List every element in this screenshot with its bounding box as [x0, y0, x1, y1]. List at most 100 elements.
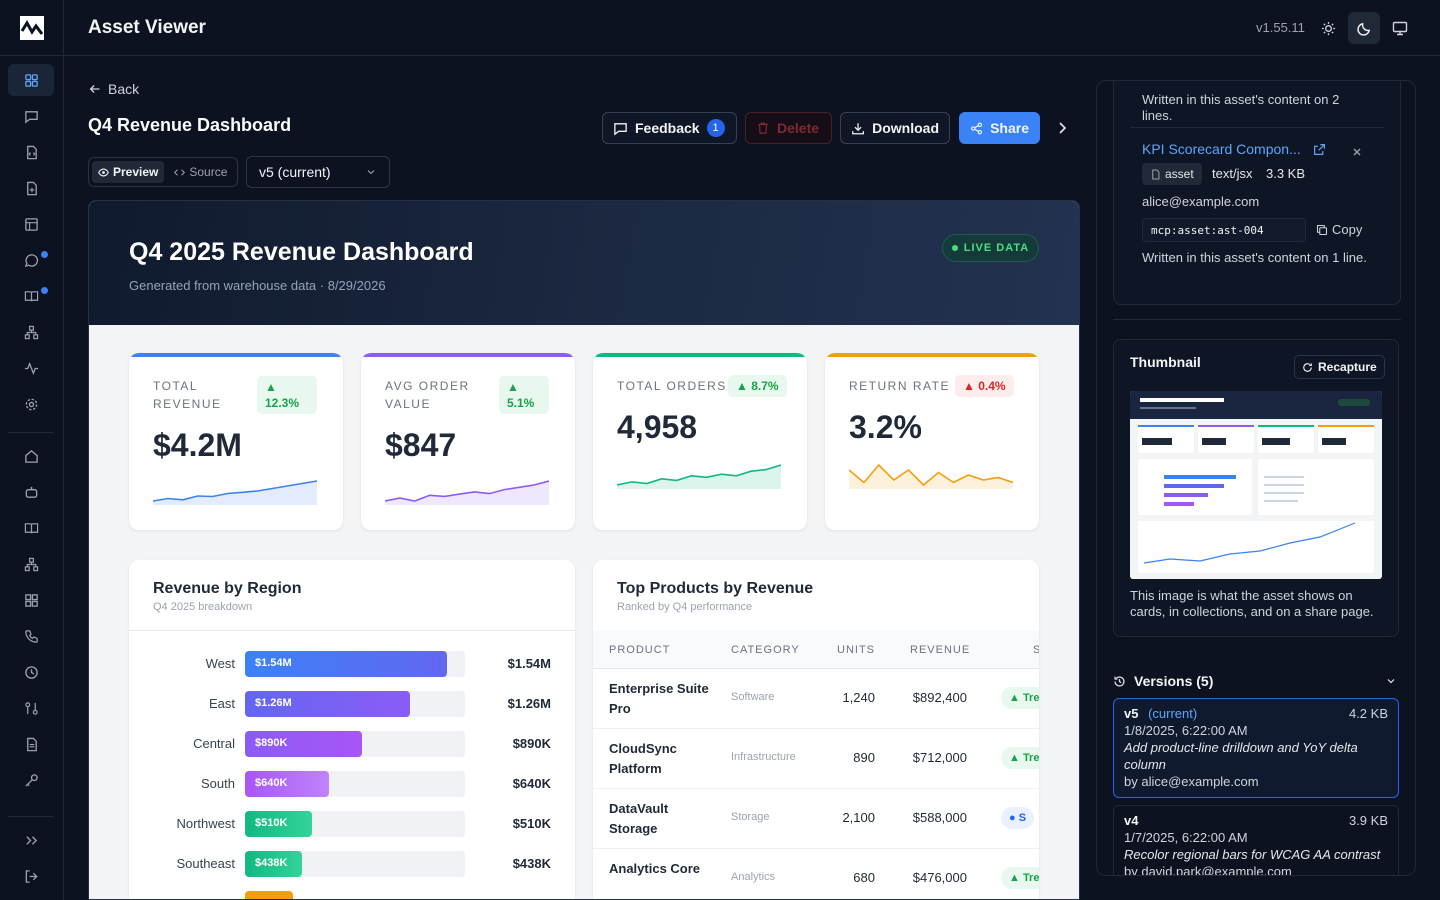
region-bar[interactable]: $1.26M — [245, 691, 411, 717]
region-bar-label: $890K — [255, 737, 288, 749]
dark-theme-button[interactable] — [1348, 12, 1380, 44]
region-bar[interactable]: $438K — [245, 851, 303, 877]
thumbnail-title: Thumbnail — [1130, 354, 1201, 370]
product-units: 890 — [853, 750, 875, 765]
app-logo[interactable] — [0, 0, 64, 56]
nav-chat[interactable] — [8, 244, 54, 276]
feedback-button[interactable]: Feedback 1 — [602, 112, 737, 144]
kpi-accent-bar — [361, 353, 575, 357]
version-select-value: v5 (current) — [259, 164, 331, 180]
col-units[interactable]: UNITS — [837, 644, 875, 656]
nav-settings[interactable] — [8, 388, 54, 420]
toggle-panel-button[interactable] — [1054, 120, 1070, 136]
col-product[interactable]: PRODUCT — [609, 644, 671, 656]
system-theme-button[interactable] — [1384, 12, 1416, 44]
chat-bubble-icon — [24, 253, 38, 267]
nav-bots[interactable] — [8, 476, 54, 508]
region-row: Southeast $438K $438K — [129, 851, 575, 877]
nav-keys[interactable] — [8, 764, 54, 796]
nav-dashboard[interactable] — [8, 64, 54, 96]
product-name: Analytics Core — [609, 861, 701, 876]
nav-calls[interactable] — [8, 620, 54, 652]
reference-item: KPI Scorecard Compon... asset text/jsx 3… — [1130, 128, 1384, 280]
region-name: West — [205, 656, 235, 671]
region-value: $890K — [512, 736, 551, 751]
version-item-v4[interactable]: v4 3.9 KB 1/7/2025, 6:22:00 AM Recolor r… — [1113, 805, 1399, 875]
expand-sidebar-button[interactable] — [8, 824, 54, 856]
table-row[interactable]: Analytics Core Analytics 680 $476,000 ▲ Tre — [593, 849, 1039, 899]
nav-activity[interactable] — [8, 352, 54, 384]
versions-title: Versions (5) — [1134, 673, 1214, 689]
product-name: CloudSync Platform — [609, 741, 677, 776]
table-row[interactable]: DataVault Storage Storage 2,100 $588,000 ● S — [593, 789, 1039, 849]
recapture-button[interactable]: Recapture — [1294, 355, 1385, 379]
code-icon — [174, 168, 186, 176]
file-plus-icon — [26, 181, 37, 195]
nav-add-file[interactable] — [8, 172, 54, 204]
gear-icon — [25, 398, 37, 410]
reference-title-link[interactable]: KPI Scorecard Compon... — [1142, 141, 1301, 157]
recapture-label: Recapture — [1318, 360, 1377, 374]
version-message: Recolor regional bars for WCAG AA contra… — [1124, 847, 1381, 862]
nav-home[interactable] — [8, 440, 54, 472]
back-link[interactable]: Back — [88, 81, 139, 97]
region-row: Central $890K $890K — [129, 731, 575, 757]
col-revenue[interactable]: REVENUE — [910, 644, 971, 656]
product-revenue: $712,000 — [912, 750, 967, 765]
region-bar[interactable]: $510K — [245, 811, 312, 837]
reference-item: Written in this asset's content on 2 lin… — [1130, 81, 1384, 128]
table-header: PRODUCT CATEGORY UNITS REVENUE S — [593, 631, 1039, 669]
product-units: 680 — [853, 870, 875, 885]
activity-icon — [24, 361, 38, 375]
nav-code-files[interactable] — [8, 136, 54, 168]
nav-apps[interactable] — [8, 584, 54, 616]
download-button[interactable]: Download — [840, 112, 950, 144]
asset-uri[interactable]: mcp:asset:ast-004 — [1142, 218, 1306, 242]
logout-button[interactable] — [8, 860, 54, 892]
region-row: East $1.26M $1.26M — [129, 691, 575, 717]
sparkline-line — [153, 480, 317, 502]
trash-icon — [758, 122, 768, 134]
col-category[interactable]: CATEGORY — [731, 644, 800, 656]
external-link-icon[interactable] — [1313, 143, 1326, 156]
nav-compare[interactable] — [8, 692, 54, 724]
kpi-delta: 0.4% — [978, 379, 1006, 393]
light-theme-button[interactable] — [1312, 12, 1344, 44]
region-bar-label: $438K — [255, 857, 288, 869]
panel-title: Top Products by Revenue — [617, 580, 814, 597]
sparkline-area — [849, 465, 1013, 489]
dashboard-subtitle: Generated from warehouse data · 8/29/202… — [129, 278, 386, 293]
nav-history[interactable] — [8, 656, 54, 688]
nav-docs[interactable] — [8, 512, 54, 544]
region-bar[interactable]: $890K — [245, 731, 362, 757]
copy-uri-button[interactable]: Copy — [1316, 222, 1362, 237]
delete-button[interactable]: Delete — [745, 112, 832, 144]
version-item-v5[interactable]: v5 (current) 4.2 KB 1/8/2025, 6:22:00 AM… — [1113, 698, 1399, 798]
tab-preview[interactable]: Preview — [92, 161, 165, 183]
region-bar[interactable]: $640K — [245, 771, 329, 797]
versions-header[interactable]: Versions (5) — [1113, 669, 1401, 693]
region-value: $640K — [512, 776, 551, 791]
table-row[interactable]: Enterprise Suite Pro Software 1,240 $892,40… — [593, 669, 1039, 729]
close-icon[interactable] — [1352, 147, 1362, 157]
kpi-label: TOTAL REVENUE — [153, 379, 222, 411]
product-revenue: $892,400 — [912, 690, 967, 705]
version-select[interactable]: v5 (current) — [246, 156, 390, 188]
nav-reports[interactable] — [8, 728, 54, 760]
nav-messages[interactable] — [8, 100, 54, 132]
table-row[interactable]: CloudSync Platform Infrastructure 890 $712,… — [593, 729, 1039, 789]
sitemap-icon — [24, 557, 38, 571]
region-bar[interactable]: $1.54M — [245, 651, 447, 677]
share-button[interactable]: Share — [959, 112, 1040, 144]
kpi-accent-bar — [129, 353, 343, 357]
tab-source[interactable]: Source — [168, 161, 233, 183]
nav-teams[interactable] — [8, 548, 54, 580]
book-open-icon — [24, 290, 38, 301]
nav-org[interactable] — [8, 316, 54, 348]
col-status[interactable]: S — [1033, 644, 1039, 656]
nav-library[interactable] — [8, 280, 54, 312]
nav-tables[interactable] — [8, 208, 54, 240]
message-square-icon — [614, 122, 627, 135]
version-size: 3.9 KB — [1348, 813, 1388, 828]
chevrons-right-icon — [25, 835, 37, 845]
